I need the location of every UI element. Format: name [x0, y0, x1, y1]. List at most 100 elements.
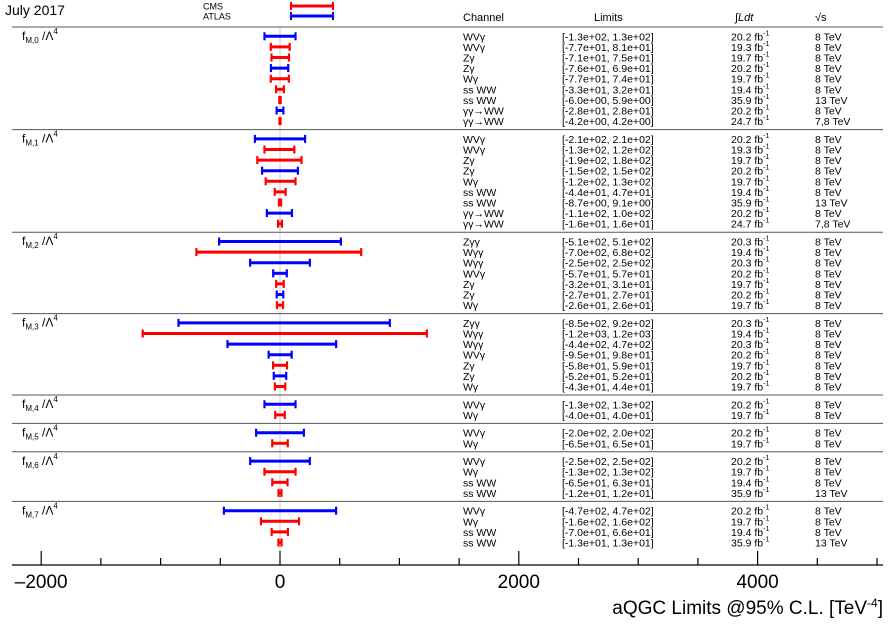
limit-row: WVγ [-1.3e+02, 1.3e+02] 20.2 fb-1 8 TeV [263, 30, 842, 43]
energy-cell: 8 TeV [815, 279, 842, 291]
limit-row: Zγ [-1.9e+02, 1.8e+02] 19.7 fb-1 8 TeV [256, 154, 842, 167]
limits-cell: [-2.5e+02, 2.5e+02] [562, 456, 654, 468]
limit-row: Wγ [-2.6e+01, 2.6e+01] 19.7 fb-1 8 TeV [275, 299, 842, 312]
limits-cell: [-1.5e+02, 1.5e+02] [562, 166, 654, 178]
channel-cell: Wγ [463, 382, 479, 394]
limit-row: Wγγ [-2.5e+02, 2.5e+02] 20.3 fb-1 8 TeV [249, 257, 842, 270]
lumi-cell: 19.7 fb-1 [731, 299, 769, 312]
group-m7: fM,7 /Λ4 WVγ [-4.7e+02, 4.7e+02] 20.2 fb-1 8… [12, 500, 883, 550]
limits-cell: [-4.2e+00, 4.2e+00] [562, 116, 654, 128]
energy-cell: 8 TeV [815, 300, 842, 312]
channel-cell: γγ→WW [463, 208, 504, 220]
group-m2: fM,2 /Λ4 Zγγ [-5.1e+02, 5.1e+02] 20.3 fb-1 8… [12, 231, 883, 312]
channel-cell: Wγγ [463, 247, 484, 259]
energy-cell: 8 TeV [815, 31, 842, 43]
lumi-cell: 20.2 fb-1 [731, 289, 769, 302]
channel-cell: Wγ [463, 516, 479, 528]
lumi-cell: 35.9 fb-1 [731, 487, 769, 500]
energy-cell: 8 TeV [815, 134, 842, 146]
limit-bar-cms [277, 538, 283, 547]
lumi-cell: 19.7 fb-1 [731, 175, 769, 188]
group-m6: fM,6 /Λ4 WVγ [-2.5e+02, 2.5e+02] 20.2 fb-1 8… [12, 451, 883, 500]
limit-bar-cms [275, 301, 285, 310]
lumi-header: ∫Ldt [734, 12, 754, 24]
limit-row: ss WW [-7.0e+01, 6.6e+01] 19.4 fb-1 8 TeV [270, 526, 842, 539]
lumi-cell: 19.4 fb-1 [731, 186, 769, 199]
limits-cell: [-2.1e+02, 2.1e+02] [562, 134, 654, 146]
limit-bar-atlas [269, 64, 290, 73]
energy-cell: 8 TeV [815, 428, 842, 440]
limit-row: WVγ [-7.7e+01, 8.1e+01] 19.3 fb-1 8 TeV [269, 41, 842, 54]
limit-bar-cms [256, 156, 303, 165]
channel-cell: Wγγ [463, 258, 484, 270]
channel-cell: Zγγ [463, 318, 481, 330]
lumi-cell: 19.7 fb-1 [731, 278, 769, 291]
lumi-cell: 20.2 fb-1 [731, 427, 769, 440]
energy-cell: 13 TeV [815, 488, 848, 500]
group-label: fM,7 /Λ4 [22, 501, 58, 519]
group-label: fM,2 /Λ4 [22, 232, 58, 250]
limit-bar-cms [277, 488, 283, 497]
lumi-cell: 35.9 fb-1 [731, 197, 769, 210]
limit-bar-cms [270, 53, 291, 62]
limit-bar-atlas [260, 166, 300, 175]
lumi-cell: 19.3 fb-1 [731, 144, 769, 157]
limit-bar-cms [273, 187, 287, 196]
lumi-cell: 20.2 fb-1 [731, 62, 769, 75]
channel-header: Channel [463, 12, 504, 24]
limit-row: WVγ [-4.7e+02, 4.7e+02] 20.2 fb-1 8 TeV [222, 505, 842, 518]
limits-header: Limits [594, 12, 623, 24]
lumi-cell: 20.2 fb-1 [731, 207, 769, 220]
lumi-cell: 20.2 fb-1 [731, 349, 769, 362]
limits-cell: [-4.3e+01, 4.4e+01] [562, 382, 654, 394]
channel-cell: WVγ [463, 134, 486, 146]
channel-cell: Zγ [463, 360, 475, 372]
energy-cell: 13 TeV [815, 538, 848, 550]
limit-row: Wγ [-1.6e+02, 1.6e+02] 19.7 fb-1 8 TeV [259, 515, 842, 528]
group-label: fM,3 /Λ4 [22, 314, 58, 332]
channel-cell: WVγ [463, 506, 486, 518]
limit-bar-atlas [272, 371, 288, 380]
channel-cell: Zγ [463, 155, 475, 167]
limit-row: γγ→WW [-4.2e+00, 4.2e+00] 24.7 fb-1 7,8 TeV [278, 115, 850, 128]
channel-cell: Zγ [463, 371, 475, 383]
limit-row: Zγ [-7.6e+01, 6.9e+01] 20.2 fb-1 8 TeV [269, 62, 842, 75]
lumi-cell: 20.2 fb-1 [731, 267, 769, 280]
energy-cell: 8 TeV [815, 360, 842, 372]
energy-cell: 8 TeV [815, 318, 842, 330]
limit-row: Wγ [-4.3e+01, 4.4e+01] 19.7 fb-1 8 TeV [273, 381, 842, 394]
limits-cell: [-4.0e+01, 4.0e+01] [562, 410, 654, 422]
date-label: July 2017 [5, 2, 65, 18]
limit-row: ss WW [-8.7e+00, 9.1e+00] 35.9 fb-1 13 TeV [277, 197, 848, 210]
limit-bar-cms [278, 95, 282, 104]
limit-bar-atlas [255, 428, 305, 437]
energy-cell: 13 TeV [815, 198, 848, 210]
channel-cell: WVγ [463, 350, 486, 362]
energy-cell: 8 TeV [815, 477, 842, 489]
group-label: fM,4 /Λ4 [22, 395, 58, 413]
lumi-cell: 20.3 fb-1 [731, 317, 769, 330]
group-label: fM,0 /Λ4 [22, 27, 58, 45]
x-tick-label: 4000 [736, 572, 778, 593]
lumi-cell: 20.3 fb-1 [731, 338, 769, 351]
limits-cell: [-5.8e+01, 5.9e+01] [562, 360, 654, 372]
limit-bar-atlas [267, 350, 293, 359]
channel-cell: WVγ [463, 31, 486, 43]
svg-text:aQGC Limits @95% C.L. [TeV-4]: aQGC Limits @95% C.L. [TeV-4] [612, 596, 883, 619]
limits-cell: [-5.2e+01, 5.2e+01] [562, 371, 654, 383]
lumi-cell: 19.7 fb-1 [731, 381, 769, 394]
limit-bar-atlas [263, 400, 297, 409]
legend-bar-cms [290, 2, 334, 10]
energy-cell: 8 TeV [815, 516, 842, 528]
channel-cell: ss WW [463, 84, 496, 96]
limits-cell: [-2.7e+01, 2.7e+01] [562, 290, 654, 302]
lumi-cell: 20.2 fb-1 [731, 133, 769, 146]
limit-bar-cms [270, 527, 289, 536]
channel-cell: Wγ [463, 176, 479, 188]
limits-cell: [-1.3e+02, 1.3e+02] [562, 467, 654, 479]
limit-bar-cms [275, 279, 285, 288]
limit-bar-atlas [218, 237, 342, 246]
channel-cell: ss WW [463, 187, 496, 199]
channel-cell: γγ→WW [463, 106, 504, 118]
